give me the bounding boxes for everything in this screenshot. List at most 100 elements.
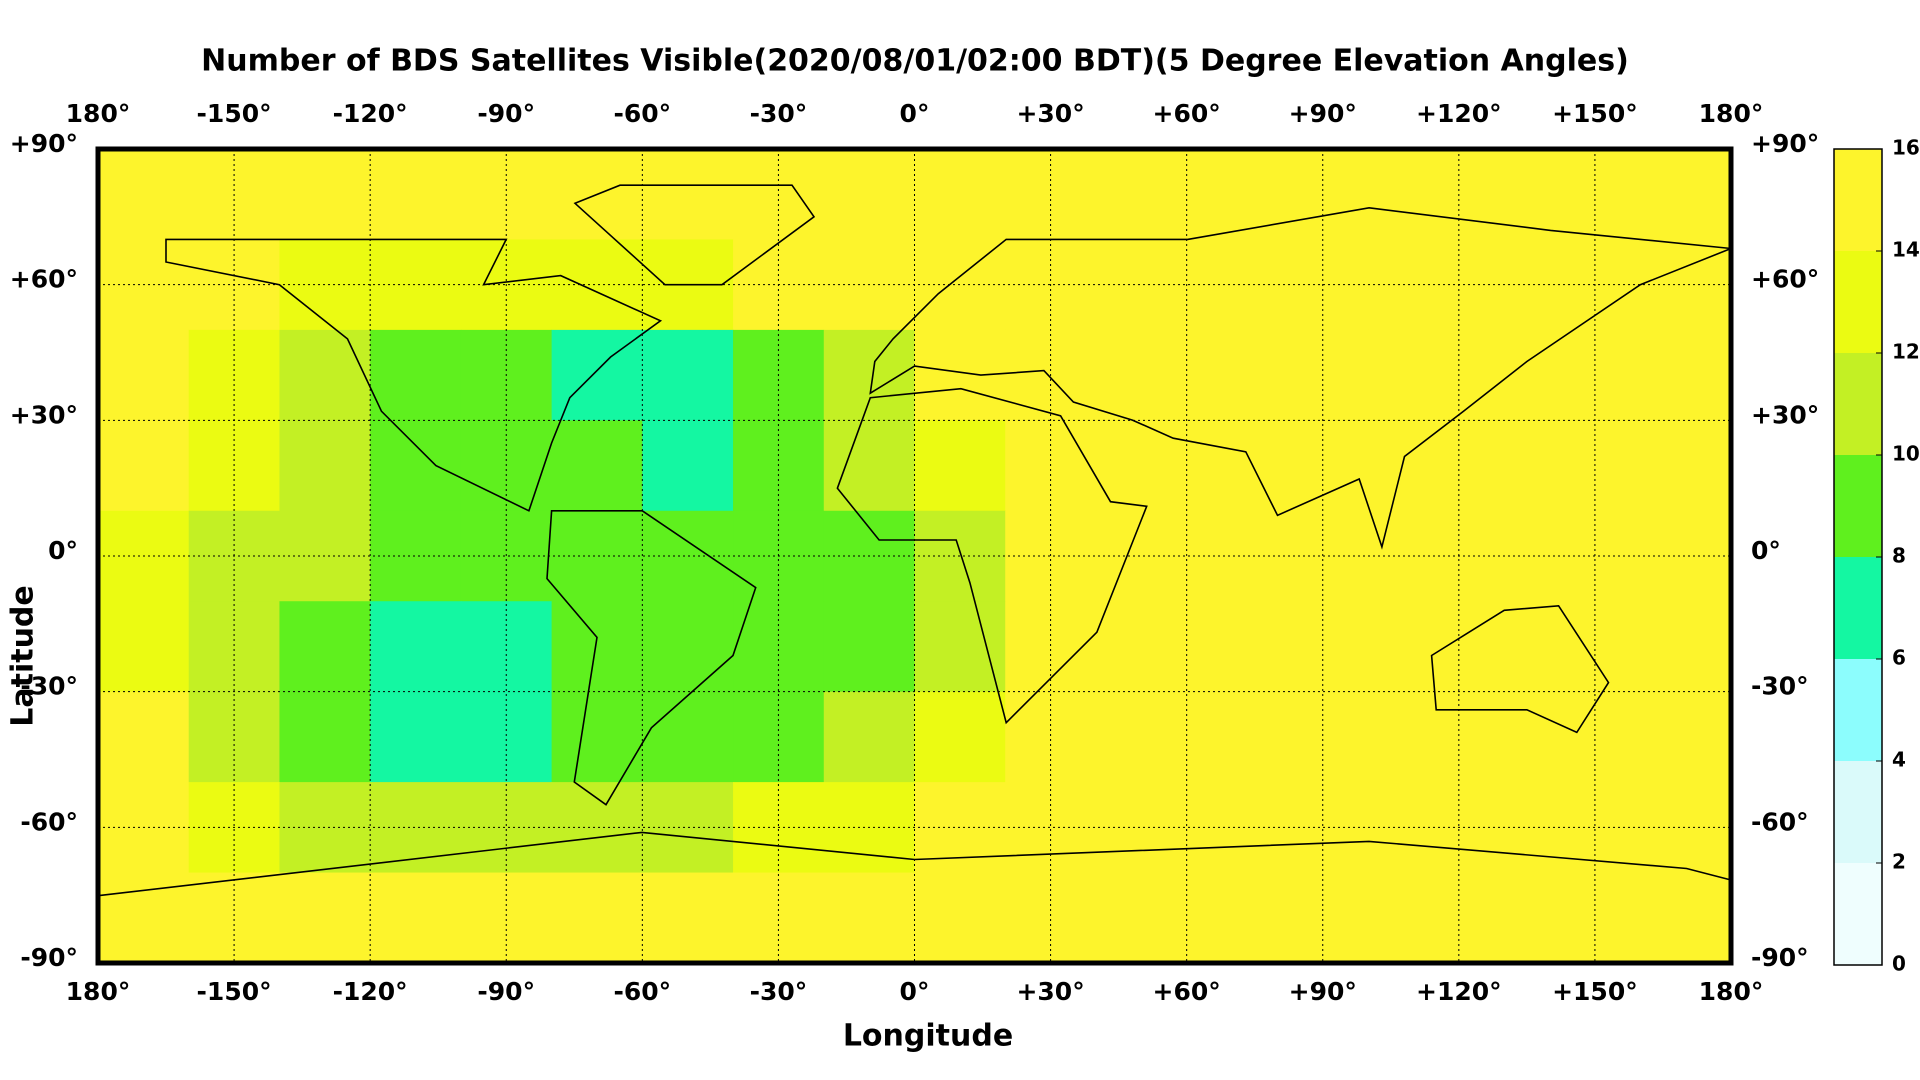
heat-cell	[1005, 691, 1097, 783]
coastline	[97, 831, 1732, 897]
heat-cell	[914, 872, 1006, 964]
coastline	[165, 238, 663, 512]
heat-cell	[1186, 782, 1278, 874]
y-tick-label: +90°	[1751, 129, 1819, 158]
heat-cell	[1186, 420, 1278, 512]
heat-cell	[98, 149, 190, 240]
colorbar-tick-label: 14	[1892, 238, 1920, 262]
heat-cell	[1277, 691, 1369, 783]
heat-cell	[460, 872, 553, 964]
colorbar-tick-label: 10	[1892, 442, 1920, 466]
heat-cell	[188, 601, 280, 693]
heat-cell	[1640, 510, 1732, 602]
heat-cell	[460, 782, 553, 874]
x-tick-label: -30°	[750, 99, 808, 128]
x-axis-label: Longitude	[843, 1019, 1013, 1054]
y-tick-label: -90°	[1751, 943, 1809, 972]
heat-cell	[370, 601, 462, 693]
heat-cell	[1368, 149, 1460, 240]
heat-cell	[1186, 872, 1278, 964]
heat-cell	[279, 872, 371, 964]
heat-cell	[279, 329, 371, 421]
y-tick-label: +60°	[10, 265, 78, 294]
x-tick-label: 180°	[1699, 99, 1764, 128]
heat-cell	[98, 691, 190, 783]
x-tick-label: -120°	[333, 977, 408, 1006]
x-tick-label: 180°	[66, 99, 131, 128]
heat-cell	[279, 149, 371, 240]
chart-title: Number of BDS Satellites Visible(2020/08…	[201, 44, 1629, 79]
heat-cell	[1095, 872, 1188, 964]
x-tick-label: +60°	[1153, 977, 1221, 1006]
colorbar-tick-label: 4	[1892, 748, 1906, 772]
heat-cell	[642, 420, 734, 512]
heat-cell	[279, 691, 371, 783]
heat-cell	[370, 872, 462, 964]
heat-cell	[1640, 149, 1732, 240]
heat-cell	[1549, 691, 1641, 783]
y-tick-label: -30°	[1751, 672, 1809, 701]
heat-cell	[914, 601, 1006, 693]
heat-cell	[1186, 239, 1278, 331]
x-tick-label: -150°	[197, 99, 272, 128]
x-tick-label: +30°	[1016, 99, 1084, 128]
heat-cell	[1005, 601, 1097, 693]
heat-cell	[370, 239, 462, 331]
x-tick-label: -120°	[333, 99, 408, 128]
heat-cell	[551, 601, 643, 693]
plot-frame	[95, 146, 1734, 966]
heat-cell	[1640, 691, 1732, 783]
colorbar-segment	[1834, 353, 1882, 455]
heat-cell	[1458, 149, 1551, 240]
heat-cell	[370, 420, 462, 512]
heat-cell	[823, 601, 915, 693]
heat-cell	[823, 420, 915, 512]
heat-cell	[188, 691, 280, 783]
y-tick-label: +30°	[10, 400, 78, 429]
colorbar-segment	[1834, 659, 1882, 761]
heat-cell	[914, 329, 1006, 421]
heat-cell	[279, 601, 371, 693]
heat-cell	[1640, 782, 1732, 874]
heat-cell	[642, 691, 734, 783]
x-tick-label: -90°	[477, 977, 535, 1006]
x-tick-label: -30°	[750, 977, 808, 1006]
heat-cell	[551, 782, 643, 874]
heat-cell	[914, 691, 1006, 783]
heat-cell	[1095, 601, 1188, 693]
coastline	[573, 184, 816, 286]
heat-cell	[1458, 872, 1551, 964]
heat-cell	[1095, 782, 1188, 874]
heat-cell	[1277, 601, 1369, 693]
heat-cell	[823, 329, 915, 421]
heat-cell	[1005, 782, 1097, 874]
y-tick-label: +30°	[1751, 400, 1819, 429]
heat-cell	[551, 420, 643, 512]
heat-cell	[1640, 329, 1732, 421]
heat-cell	[733, 872, 825, 964]
heat-cell	[1458, 420, 1551, 512]
y-tick-label: -60°	[1751, 807, 1809, 836]
colorbar-segment	[1834, 251, 1882, 353]
heat-cell	[1640, 872, 1732, 964]
heat-cell	[460, 691, 553, 783]
x-tick-label: -90°	[477, 99, 535, 128]
x-tick-label: +150°	[1552, 99, 1638, 128]
heat-cell	[1005, 872, 1097, 964]
heat-cell	[98, 420, 190, 512]
heat-cell	[914, 420, 1006, 512]
colorbar-segment	[1834, 557, 1882, 659]
colorbar-tick-label: 6	[1892, 646, 1906, 670]
heat-cell	[1095, 149, 1188, 240]
coastline	[869, 206, 1732, 550]
y-tick-label: 0°	[48, 536, 78, 565]
coastlines	[97, 184, 1732, 897]
heat-cell	[642, 329, 734, 421]
x-tick-label: -60°	[613, 977, 671, 1006]
heat-cell	[1277, 872, 1369, 964]
x-tick-label: +120°	[1416, 977, 1502, 1006]
heat-cell	[1095, 329, 1188, 421]
colorbar-tick-label: 16	[1892, 136, 1920, 160]
heat-cell	[188, 872, 280, 964]
